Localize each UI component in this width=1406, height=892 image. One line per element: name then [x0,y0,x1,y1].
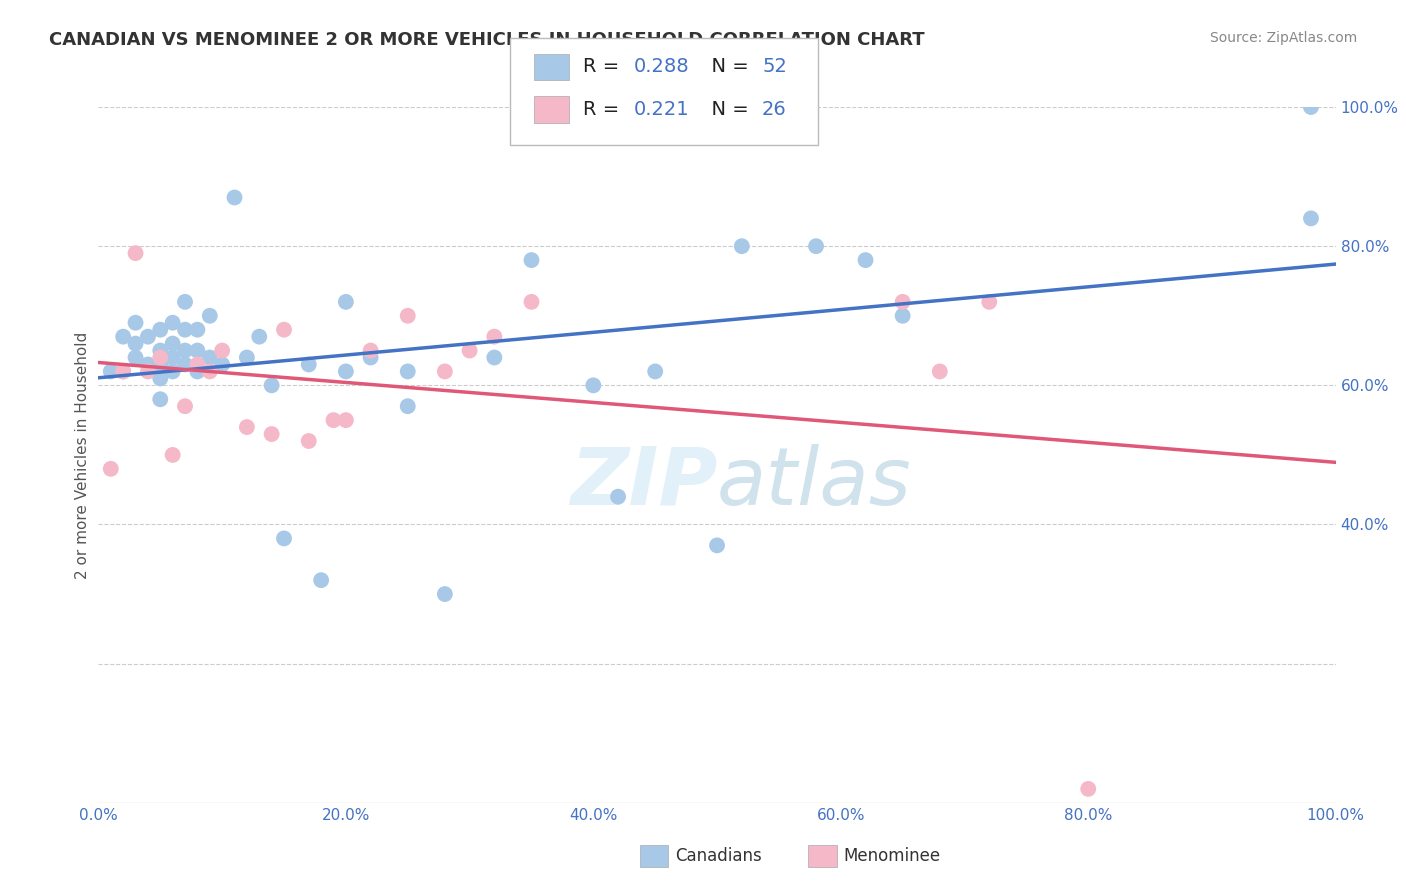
Point [891,309,914,323]
Point [149,343,172,358]
Point [706,538,728,552]
Point [335,294,357,309]
Text: 52: 52 [762,57,787,77]
Point [396,399,419,413]
Text: Source: ZipAtlas.com: Source: ZipAtlas.com [1209,31,1357,45]
Point [804,239,827,253]
Point [174,343,197,358]
Point [433,587,456,601]
Point [136,358,159,372]
Text: N =: N = [699,100,755,120]
Point [211,358,233,372]
Point [396,364,419,378]
Text: 0.288: 0.288 [634,57,690,77]
Point [298,358,321,372]
Point [582,378,605,392]
Point [891,294,914,309]
Point [309,573,332,587]
Point [186,358,208,372]
Point [273,323,295,337]
Point [731,239,754,253]
Point [273,532,295,546]
Point [198,351,221,365]
Point [174,294,197,309]
Point [162,448,184,462]
Point [1299,100,1322,114]
Point [360,343,382,358]
Point [855,253,877,268]
Point [149,351,172,365]
Point [124,351,146,365]
Point [100,462,122,476]
Point [260,427,283,442]
Point [520,253,543,268]
Point [162,316,184,330]
Text: 0.221: 0.221 [634,100,690,120]
Point [174,358,197,372]
Point [174,323,197,337]
Point [396,309,419,323]
Point [136,364,159,378]
Point [607,490,630,504]
Point [247,329,270,343]
Point [149,358,172,372]
Point [186,323,208,337]
Text: Canadians: Canadians [675,847,762,865]
Text: ZIP: ZIP [569,443,717,522]
Point [174,399,197,413]
Point [1077,781,1099,796]
Point [360,351,382,365]
Point [149,392,172,407]
Point [112,329,135,343]
Point [162,364,184,378]
Point [335,413,357,427]
Point [433,364,456,378]
Point [124,316,146,330]
Point [520,294,543,309]
Text: R =: R = [583,100,626,120]
Point [149,371,172,385]
Point [484,351,506,365]
Text: atlas: atlas [717,443,912,522]
Text: N =: N = [699,57,755,77]
Point [484,329,506,343]
Point [979,294,1001,309]
Point [458,343,481,358]
Text: 26: 26 [762,100,787,120]
Point [928,364,950,378]
Y-axis label: 2 or more Vehicles in Household: 2 or more Vehicles in Household [75,331,90,579]
Point [224,190,246,204]
Text: CANADIAN VS MENOMINEE 2 OR MORE VEHICLES IN HOUSEHOLD CORRELATION CHART: CANADIAN VS MENOMINEE 2 OR MORE VEHICLES… [49,31,925,49]
Point [100,364,122,378]
Point [124,246,146,260]
Point [335,364,357,378]
Point [112,364,135,378]
Point [236,351,259,365]
Point [298,434,321,448]
Point [1299,211,1322,226]
Text: Menominee: Menominee [844,847,941,865]
Text: R =: R = [583,57,626,77]
Point [162,336,184,351]
Point [236,420,259,434]
Point [162,351,184,365]
Point [124,336,146,351]
Point [211,343,233,358]
Point [186,364,208,378]
Point [198,309,221,323]
Point [112,364,135,378]
Point [644,364,666,378]
Point [322,413,344,427]
Point [186,343,208,358]
Point [149,323,172,337]
Point [136,329,159,343]
Point [198,364,221,378]
Point [260,378,283,392]
